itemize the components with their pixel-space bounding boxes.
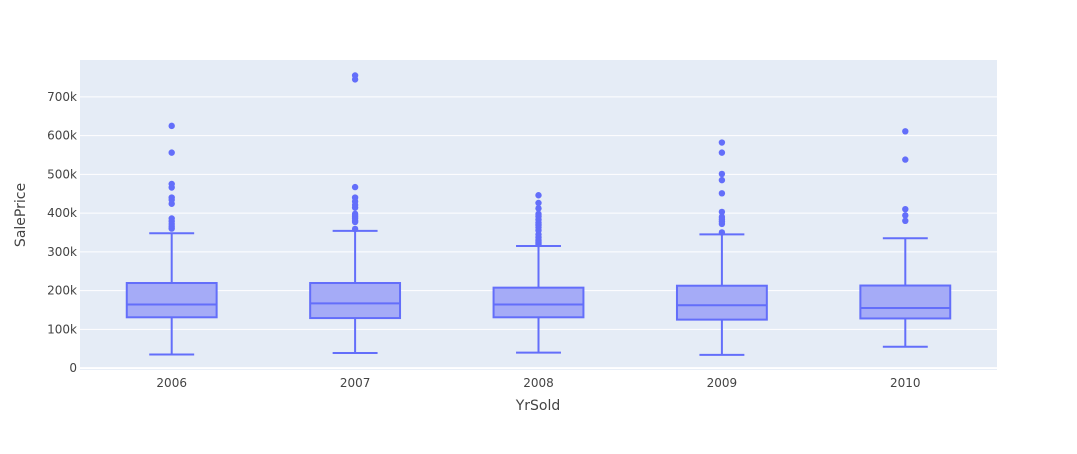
x-tick-label: 2006 xyxy=(156,376,187,390)
outlier-point[interactable] xyxy=(351,210,359,218)
outlier-point[interactable] xyxy=(718,208,726,216)
outlier-point[interactable] xyxy=(168,180,175,188)
outlier-point[interactable] xyxy=(535,210,542,218)
y-tick-label: 100k xyxy=(47,322,77,336)
x-tick-label: 2008 xyxy=(523,376,554,390)
y-tick-label: 0 xyxy=(69,361,77,375)
y-tick-label: 400k xyxy=(47,206,77,220)
outlier-point[interactable] xyxy=(902,128,909,135)
outlier-point[interactable] xyxy=(902,217,909,225)
box-group-2009[interactable] xyxy=(675,139,768,356)
x-axis-title: YrSold xyxy=(515,398,561,414)
y-tick-label: 500k xyxy=(47,167,77,181)
box-series xyxy=(125,72,952,356)
outlier-point[interactable] xyxy=(535,192,542,199)
x-tick-label: 2007 xyxy=(340,376,371,390)
outlier-point[interactable] xyxy=(351,72,359,79)
box-group-2007[interactable] xyxy=(309,72,402,354)
x-tick-label: 2010 xyxy=(890,376,921,390)
iqr-box xyxy=(675,284,768,321)
box-group-2010[interactable] xyxy=(859,128,952,348)
y-tick-label: 200k xyxy=(47,284,77,298)
outlier-point[interactable] xyxy=(718,149,726,156)
outlier-point[interactable] xyxy=(168,149,175,156)
box-group-2006[interactable] xyxy=(125,122,218,356)
outlier-point[interactable] xyxy=(902,212,909,219)
y-tick-label: 700k xyxy=(47,90,77,104)
x-tick-label: 2009 xyxy=(707,376,738,390)
outlier-point[interactable] xyxy=(718,229,726,236)
outlier-point[interactable] xyxy=(902,156,909,163)
x-axis-ticks: 2006 2007 2008 2009 2010 xyxy=(156,376,920,390)
outlier-point[interactable] xyxy=(168,215,175,222)
outlier-point[interactable] xyxy=(535,199,542,207)
y-axis-ticks: 0 100k 200k 300k 400k 500k 600k 700k xyxy=(47,90,77,375)
outlier-point[interactable] xyxy=(718,176,726,184)
outlier-point[interactable] xyxy=(351,225,359,233)
iqr-box xyxy=(492,286,585,319)
outlier-point[interactable] xyxy=(168,194,175,201)
iqr-box xyxy=(859,284,952,320)
outlier-point[interactable] xyxy=(168,122,175,130)
y-tick-label: 600k xyxy=(47,129,77,143)
outlier-point[interactable] xyxy=(351,194,359,201)
outlier-point[interactable] xyxy=(718,190,726,197)
iqr-box xyxy=(125,282,218,319)
outlier-point[interactable] xyxy=(718,213,726,221)
outlier-point[interactable] xyxy=(351,183,359,191)
y-axis-title: SalePrice xyxy=(13,183,29,247)
outlier-point[interactable] xyxy=(535,205,542,212)
outlier-point[interactable] xyxy=(718,139,726,146)
y-tick-label: 300k xyxy=(47,245,77,259)
iqr-box xyxy=(309,282,402,320)
outlier-point[interactable] xyxy=(718,170,726,178)
box-group-2008[interactable] xyxy=(492,192,585,354)
outlier-point[interactable] xyxy=(902,205,909,213)
